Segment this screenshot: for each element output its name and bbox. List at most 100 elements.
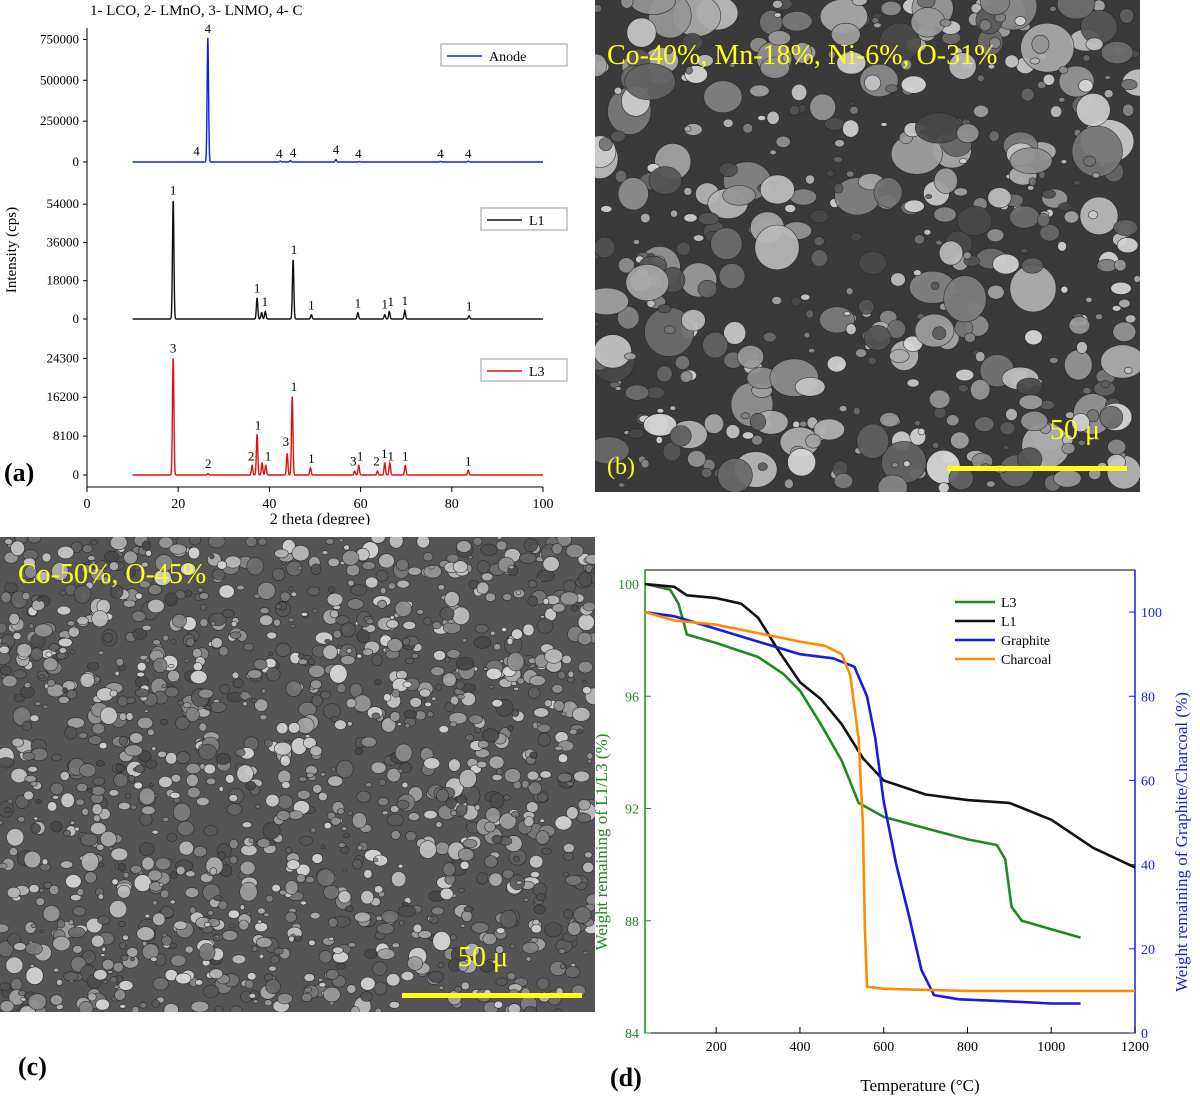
- sem-particle: [151, 829, 160, 835]
- sem-particle: [665, 46, 673, 55]
- sem-particle: [100, 706, 118, 725]
- sem-particle: [119, 942, 127, 950]
- xrd-peak-label: 1: [381, 446, 388, 461]
- sem-particle: [843, 311, 851, 316]
- sem-particle: [423, 564, 442, 579]
- sem-particle: [986, 228, 1005, 243]
- sem-particle: [687, 450, 707, 468]
- sem-particle: [235, 748, 246, 757]
- sem-particle: [620, 0, 634, 9]
- sem-particle: [988, 37, 1001, 50]
- sem-particle: [1100, 344, 1140, 379]
- sem-particle: [932, 326, 947, 341]
- sem-particle: [78, 732, 88, 739]
- sem-particle: [987, 63, 996, 70]
- sem-particle: [325, 968, 339, 980]
- sem-particle: [543, 699, 553, 708]
- sem-particle: [585, 554, 595, 565]
- sem-particle: [502, 869, 515, 880]
- sem-c-scale-bar: [402, 993, 582, 998]
- sem-particle: [139, 842, 155, 856]
- sem-particle: [571, 706, 591, 722]
- sem-particle: [330, 766, 336, 772]
- sem-particle: [404, 723, 411, 729]
- sem-particle: [81, 852, 100, 872]
- sem-particle: [1107, 438, 1127, 456]
- sem-particle: [813, 236, 825, 247]
- sem-particle: [363, 869, 373, 879]
- sem-particle: [834, 139, 845, 148]
- sem-particle: [290, 591, 298, 597]
- sem-particle: [617, 306, 640, 330]
- sem-particle: [190, 670, 208, 684]
- sem-particle: [849, 101, 856, 106]
- sem-particle: [257, 537, 268, 546]
- sem-particle: [397, 863, 404, 869]
- xrd-peak-label: 2: [248, 449, 255, 464]
- sem-particle: [207, 909, 214, 916]
- sem-particle: [268, 651, 273, 657]
- sem-particle: [84, 871, 97, 884]
- sem-particle: [448, 712, 468, 725]
- sem-particle: [72, 945, 83, 954]
- sem-particle: [281, 781, 291, 789]
- xrd-y-tick-label: 0: [73, 467, 80, 482]
- sem-particle: [850, 232, 863, 242]
- sem-particle: [377, 599, 387, 609]
- sem-particle: [428, 970, 445, 983]
- sem-particle: [0, 862, 8, 869]
- sem-particle: [227, 909, 240, 919]
- sem-particle: [320, 844, 326, 850]
- sem-particle: [845, 287, 854, 296]
- sem-particle: [669, 405, 677, 411]
- sem-particle: [1096, 258, 1118, 272]
- sem-particle: [438, 985, 444, 990]
- sem-particle: [214, 1005, 224, 1012]
- sem-particle: [449, 695, 459, 706]
- sem-particle: [141, 540, 152, 551]
- sem-particle: [176, 865, 186, 876]
- sem-particle: [189, 906, 197, 914]
- sem-particle: [87, 555, 96, 561]
- sem-particle: [209, 968, 224, 980]
- tga-y2-tick-label: 80: [1141, 690, 1155, 705]
- sem-particle: [219, 684, 230, 695]
- sem-particle: [100, 830, 117, 848]
- sem-particle: [808, 348, 816, 354]
- sem-particle: [528, 781, 543, 795]
- sem-particle: [335, 962, 346, 970]
- sem-particle: [923, 229, 932, 236]
- sem-particle: [1049, 6, 1057, 12]
- sem-particle: [506, 637, 514, 645]
- sem-particle: [218, 786, 224, 792]
- sem-particle: [1085, 37, 1104, 51]
- sem-particle: [170, 871, 178, 880]
- sem-particle: [307, 658, 315, 665]
- sem-particle: [523, 897, 529, 902]
- sem-particle: [946, 414, 960, 427]
- sem-particle: [90, 539, 98, 545]
- sem-particle: [992, 253, 1020, 275]
- sem-particle: [371, 712, 381, 720]
- sem-particle: [431, 621, 442, 630]
- sem-particle: [976, 74, 985, 82]
- sem-particle: [929, 389, 951, 409]
- sem-particle: [118, 736, 128, 746]
- sem-particle: [436, 788, 449, 803]
- sem-particle: [135, 764, 146, 774]
- sem-particle: [625, 263, 670, 301]
- sem-particle: [370, 537, 386, 544]
- sem-particle: [273, 947, 284, 955]
- sem-particle: [1082, 387, 1092, 395]
- sem-particle: [135, 592, 143, 600]
- sem-particle: [266, 631, 278, 640]
- sem-particle: [913, 234, 925, 245]
- sem-particle: [154, 554, 174, 572]
- sem-particle: [717, 458, 753, 492]
- sem-particle: [430, 666, 445, 676]
- sem-particle: [336, 644, 343, 650]
- sem-particle: [742, 431, 754, 440]
- sem-particle: [395, 669, 408, 680]
- sem-particle: [256, 838, 271, 848]
- xrd-series-line-l1: [132, 200, 543, 320]
